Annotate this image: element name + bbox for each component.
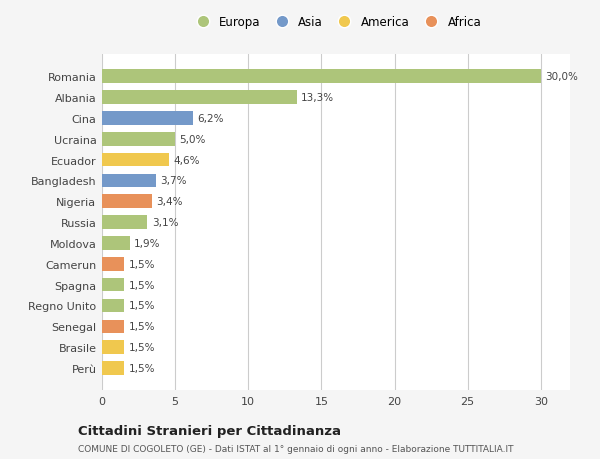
- Text: 3,7%: 3,7%: [161, 176, 187, 186]
- Text: 1,5%: 1,5%: [128, 280, 155, 290]
- Bar: [102, 174, 156, 188]
- Text: COMUNE DI COGOLETO (GE) - Dati ISTAT al 1° gennaio di ogni anno - Elaborazione T: COMUNE DI COGOLETO (GE) - Dati ISTAT al …: [78, 444, 514, 453]
- Bar: [102, 133, 175, 146]
- Text: 30,0%: 30,0%: [545, 72, 578, 82]
- Text: 1,5%: 1,5%: [128, 322, 155, 331]
- Bar: [102, 299, 124, 313]
- Bar: [102, 278, 124, 292]
- Bar: [102, 237, 130, 250]
- Text: 1,5%: 1,5%: [128, 301, 155, 311]
- Text: 4,6%: 4,6%: [173, 155, 200, 165]
- Text: 5,0%: 5,0%: [179, 134, 206, 145]
- Bar: [102, 91, 296, 105]
- Bar: [102, 320, 124, 333]
- Legend: Europa, Asia, America, Africa: Europa, Asia, America, Africa: [188, 14, 484, 32]
- Bar: [102, 341, 124, 354]
- Text: 3,4%: 3,4%: [156, 197, 182, 207]
- Text: Cittadini Stranieri per Cittadinanza: Cittadini Stranieri per Cittadinanza: [78, 424, 341, 437]
- Text: 1,9%: 1,9%: [134, 238, 161, 248]
- Bar: [102, 153, 169, 167]
- Bar: [102, 216, 148, 230]
- Text: 3,1%: 3,1%: [152, 218, 178, 228]
- Text: 1,5%: 1,5%: [128, 259, 155, 269]
- Bar: [102, 195, 152, 208]
- Text: 1,5%: 1,5%: [128, 363, 155, 373]
- Text: 6,2%: 6,2%: [197, 114, 224, 123]
- Text: 13,3%: 13,3%: [301, 93, 334, 103]
- Bar: [102, 70, 541, 84]
- Bar: [102, 112, 193, 125]
- Bar: [102, 257, 124, 271]
- Bar: [102, 361, 124, 375]
- Text: 1,5%: 1,5%: [128, 342, 155, 353]
